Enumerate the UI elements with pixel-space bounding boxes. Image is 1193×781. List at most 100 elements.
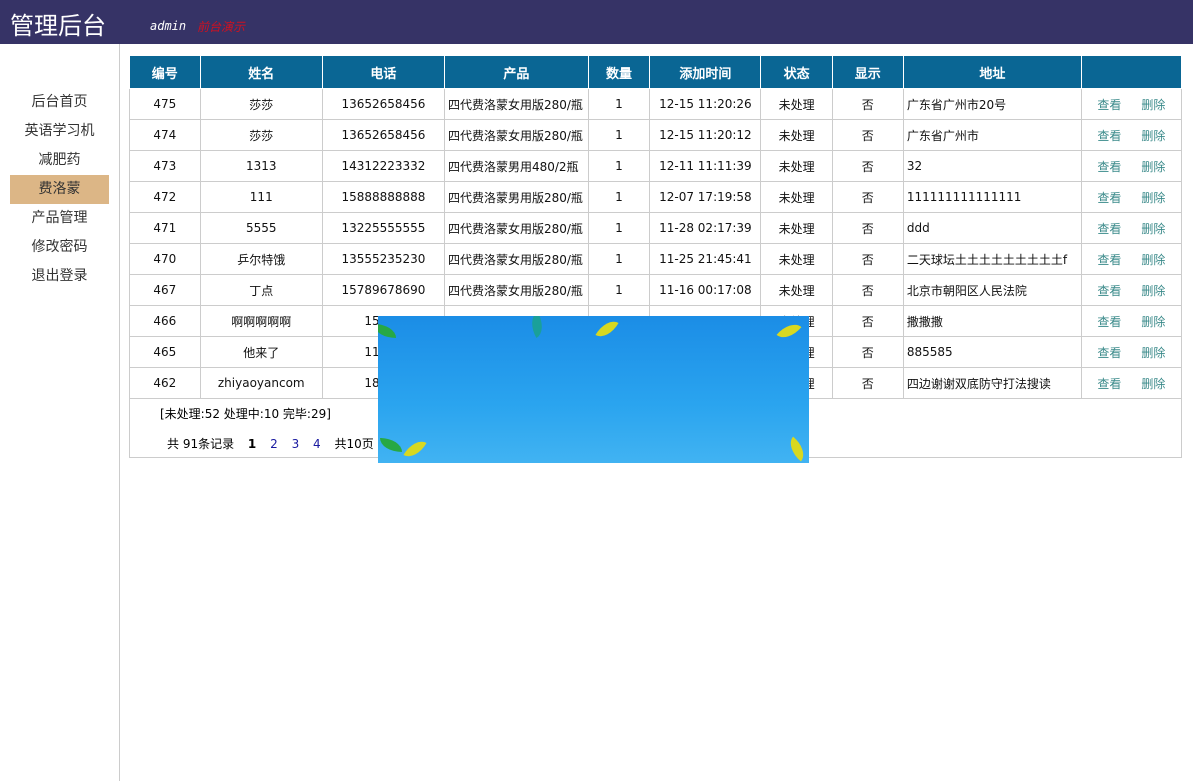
- table-cell: 12-07 17:19:58: [649, 181, 762, 213]
- table-cell: 11-16 00:17:08: [649, 274, 762, 306]
- table-cell: 丁点: [199, 274, 323, 306]
- table-cell: 15888888888: [321, 181, 445, 213]
- delete-link[interactable]: 删除: [1141, 97, 1166, 112]
- leaf-icon: [776, 318, 802, 344]
- delete-link[interactable]: 删除: [1141, 159, 1166, 174]
- actions-cell: 查看 删除: [1080, 212, 1183, 244]
- table-row: 474 莎莎 13652658456 四代费洛蒙女用版280/瓶 1 12-15 11:2…: [129, 119, 1183, 151]
- delete-link[interactable]: 删除: [1141, 190, 1166, 205]
- page-link[interactable]: 4: [313, 437, 321, 451]
- leaf-icon: [595, 316, 619, 343]
- delete-link[interactable]: 删除: [1141, 252, 1166, 267]
- table-cell: 否: [831, 150, 904, 182]
- view-link[interactable]: 查看: [1097, 252, 1122, 267]
- actions-cell: 查看 删除: [1080, 274, 1183, 306]
- leaf-icon: [784, 436, 809, 462]
- table-cell: 否: [831, 88, 904, 120]
- table-cell: 四代费洛蒙女用版280/瓶: [443, 212, 589, 244]
- table-cell: 未处理: [760, 243, 833, 275]
- username: admin: [150, 19, 187, 33]
- table-cell: 13652658456: [321, 119, 445, 151]
- column-header: 状态: [760, 55, 833, 89]
- column-header: 数量: [587, 55, 651, 89]
- table-cell: 否: [831, 243, 904, 275]
- table-footer: [未处理:52 处理中:10 完毕:29] 共 91条记录 1 2 3 4 共1…: [129, 396, 1182, 458]
- sidebar-item[interactable]: 修改密码: [31, 239, 88, 255]
- column-header: [1080, 55, 1183, 89]
- page-link[interactable]: 2: [270, 437, 278, 451]
- table-cell: 13555235230: [321, 243, 445, 275]
- table-cell: 11-25 21:45:41: [649, 243, 762, 275]
- view-link[interactable]: 查看: [1097, 283, 1122, 298]
- table-cell: 1: [587, 181, 651, 213]
- table-cell: 13225555555: [321, 212, 445, 244]
- sidebar-item[interactable]: 产品管理: [31, 210, 88, 226]
- column-header: 姓名: [199, 55, 323, 89]
- table-cell: 474: [129, 119, 201, 151]
- view-link[interactable]: 查看: [1097, 221, 1122, 236]
- front-demo-link[interactable]: 前台演示: [197, 20, 246, 34]
- view-link[interactable]: 查看: [1097, 190, 1122, 205]
- table-cell: 莎莎: [199, 88, 323, 120]
- table-cell: 否: [831, 212, 904, 244]
- orders-table: 编号 姓名 电话 产品 数量 添加时间 状态 显示 地址 475 莎莎 13652658456 四代费洛…: [129, 55, 1183, 399]
- status-counts: [未处理:52 处理中:10 完毕:29]: [160, 407, 331, 421]
- leaf-icon: [378, 324, 396, 338]
- table-cell: 四代费洛蒙女用版280/瓶: [443, 119, 589, 151]
- delete-link[interactable]: 删除: [1141, 283, 1166, 298]
- column-header: 电话: [321, 55, 445, 89]
- table-cell: 885585: [902, 336, 1082, 368]
- sidebar-item[interactable]: 后台首页: [31, 94, 88, 110]
- page-link[interactable]: 3: [291, 437, 300, 451]
- delete-link[interactable]: 删除: [1141, 221, 1166, 236]
- view-link[interactable]: 查看: [1097, 376, 1122, 391]
- floating-ad-image[interactable]: [378, 316, 809, 463]
- table-cell: 他来了: [199, 336, 323, 368]
- sidebar-item[interactable]: 退出登录: [31, 268, 88, 284]
- actions-cell: 查看 删除: [1080, 150, 1183, 182]
- view-link[interactable]: 查看: [1097, 159, 1122, 174]
- leaf-icon: [525, 316, 549, 339]
- actions-cell: 查看 删除: [1080, 305, 1183, 337]
- pagination: 共 91条记录 1 2 3 4 共10页: [167, 435, 384, 452]
- table-cell: 否: [831, 367, 904, 399]
- sidebar-item[interactable]: 英语学习机: [24, 123, 95, 139]
- table-cell: 14312223332: [321, 150, 445, 182]
- current-page: 1: [247, 437, 257, 451]
- table-cell: 462: [129, 367, 201, 399]
- table-cell: 否: [831, 119, 904, 151]
- column-header: 地址: [902, 55, 1082, 89]
- table-cell: 475: [129, 88, 201, 120]
- table-cell: 11-28 02:17:39: [649, 212, 762, 244]
- table-cell: 1: [587, 119, 651, 151]
- table-cell: 1: [587, 274, 651, 306]
- table-cell: 13652658456: [321, 88, 445, 120]
- delete-link[interactable]: 删除: [1141, 345, 1166, 360]
- leaf-icon: [403, 435, 427, 463]
- table-cell: 1: [587, 150, 651, 182]
- view-link[interactable]: 查看: [1097, 314, 1122, 329]
- table-cell: 未处理: [760, 274, 833, 306]
- table-row: 470 乒尔特饿 13555235230 四代费洛蒙女用版280/瓶 1 11-25 21…: [129, 243, 1183, 275]
- table-cell: 470: [129, 243, 201, 275]
- table-cell: 471: [129, 212, 201, 244]
- table-cell: 啊啊啊啊啊: [199, 305, 323, 337]
- table-cell: 否: [831, 336, 904, 368]
- delete-link[interactable]: 删除: [1141, 376, 1166, 391]
- table-cell: 四代费洛蒙男用480/2瓶: [443, 150, 589, 182]
- table-cell: 二天球坛土土土土土土土土土f: [902, 243, 1082, 275]
- view-link[interactable]: 查看: [1097, 97, 1122, 112]
- delete-link[interactable]: 删除: [1141, 314, 1166, 329]
- table-cell: 莎莎: [199, 119, 323, 151]
- sidebar-item[interactable]: 减肥药: [38, 152, 81, 168]
- delete-link[interactable]: 删除: [1141, 128, 1166, 143]
- view-link[interactable]: 查看: [1097, 128, 1122, 143]
- column-header: 产品: [443, 55, 589, 89]
- actions-cell: 查看 删除: [1080, 181, 1183, 213]
- table-row: 467 丁点 15789678690 四代费洛蒙女用版280/瓶 1 11-16 00:1…: [129, 274, 1183, 306]
- sidebar-item[interactable]: 费洛蒙: [10, 175, 109, 204]
- view-link[interactable]: 查看: [1097, 345, 1122, 360]
- table-cell: 1313: [199, 150, 323, 182]
- leaf-icon: [380, 438, 402, 452]
- table-cell: 111111111111111: [902, 181, 1082, 213]
